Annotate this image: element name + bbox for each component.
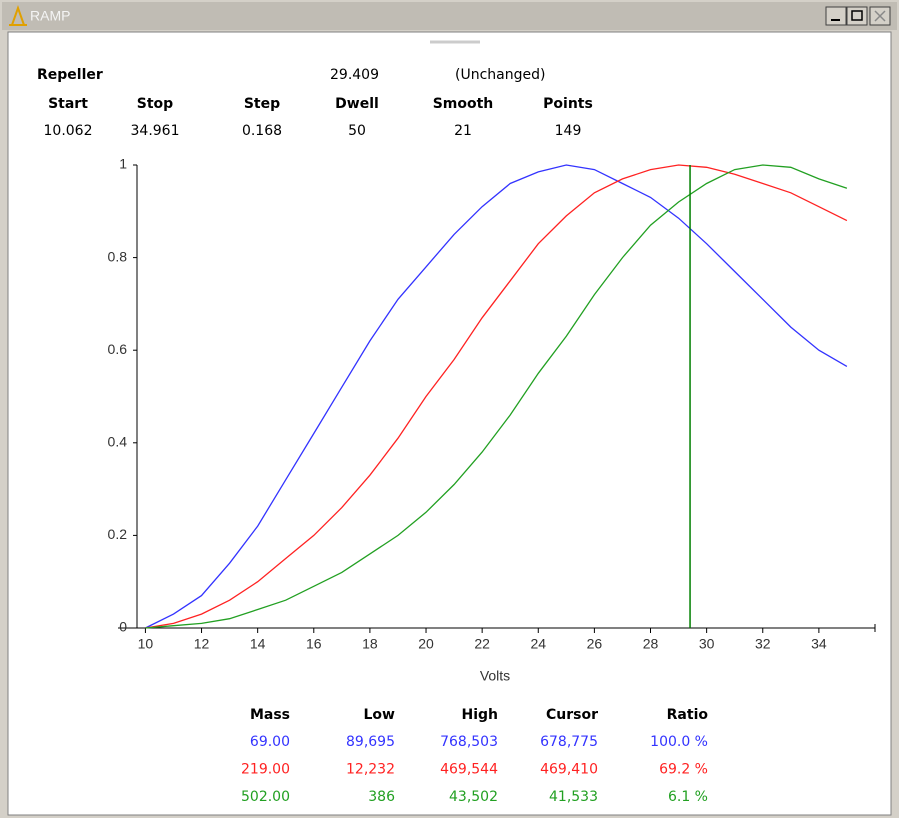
- client-area: [7, 31, 892, 816]
- result-header: Mass: [250, 707, 290, 723]
- x-tick-label: 22: [474, 636, 490, 652]
- param-value: 0.168: [242, 123, 282, 139]
- series-line: [145, 164, 848, 629]
- param-value: 10.062: [44, 123, 93, 139]
- x-tick-label: 26: [587, 636, 603, 652]
- result-cell: 678,775: [540, 734, 598, 750]
- result-cell: 386: [368, 789, 395, 805]
- result-header: High: [461, 707, 498, 723]
- param-header: Start: [48, 96, 88, 112]
- title-bar: [2, 2, 897, 30]
- y-tick-label: 0: [119, 619, 127, 635]
- ramp-name: Repeller: [37, 67, 103, 83]
- y-tick-label: 0.6: [108, 341, 128, 357]
- param-header: Step: [244, 96, 280, 112]
- ramp-status: (Unchanged): [455, 67, 545, 83]
- y-tick-label: 0.2: [108, 526, 128, 542]
- x-tick-label: 24: [530, 636, 546, 652]
- result-cell: 219.00: [241, 762, 290, 778]
- x-tick-label: 30: [699, 636, 715, 652]
- param-header: Points: [543, 96, 593, 112]
- param-value: 34.961: [131, 123, 180, 139]
- minimize-button[interactable]: [825, 6, 847, 26]
- x-axis-label: Volts: [480, 668, 510, 684]
- result-header: Low: [364, 707, 396, 723]
- y-tick-label: 1: [119, 156, 127, 172]
- result-header: Ratio: [667, 707, 709, 723]
- window-controls: [825, 6, 891, 26]
- window-title: RAMP: [30, 8, 70, 24]
- param-header: Dwell: [335, 96, 379, 112]
- result-cell: 6.1 %: [668, 789, 708, 805]
- y-tick-label: 0.4: [108, 434, 128, 450]
- result-cell: 469,410: [540, 762, 598, 778]
- app-icon: [9, 4, 27, 26]
- param-value: 50: [348, 123, 366, 139]
- result-header: Cursor: [546, 707, 598, 723]
- param-value: 21: [454, 123, 472, 139]
- x-tick-label: 20: [418, 636, 434, 652]
- series-line: [145, 164, 848, 629]
- maximize-icon: [851, 10, 863, 21]
- x-tick-label: 32: [755, 636, 771, 652]
- result-cell: 12,232: [346, 762, 395, 778]
- result-cell: 89,695: [346, 734, 395, 750]
- maximize-button[interactable]: [846, 6, 868, 26]
- result-cell: 100.0 %: [650, 734, 708, 750]
- x-tick-label: 14: [250, 636, 266, 652]
- close-icon: [874, 10, 886, 22]
- x-tick-label: 16: [306, 636, 322, 652]
- result-cell: 469,544: [440, 762, 498, 778]
- x-tick-label: 12: [194, 636, 210, 652]
- x-tick-label: 18: [362, 636, 378, 652]
- series-line: [145, 164, 848, 629]
- result-cell: 43,502: [449, 789, 498, 805]
- result-cell: 69.2 %: [659, 762, 708, 778]
- result-cell: 502.00: [241, 789, 290, 805]
- x-tick-label: 34: [811, 636, 827, 652]
- param-header: Stop: [137, 96, 173, 112]
- result-cell: 768,503: [440, 734, 498, 750]
- x-tick-label: 10: [138, 636, 154, 652]
- param-value: 149: [555, 123, 582, 139]
- x-tick-label: 28: [643, 636, 659, 652]
- result-cell: 41,533: [549, 789, 598, 805]
- result-cell: 69.00: [250, 734, 290, 750]
- y-tick-label: 0.8: [108, 248, 128, 264]
- ramp-value: 29.409: [330, 67, 379, 83]
- param-header: Smooth: [433, 96, 494, 112]
